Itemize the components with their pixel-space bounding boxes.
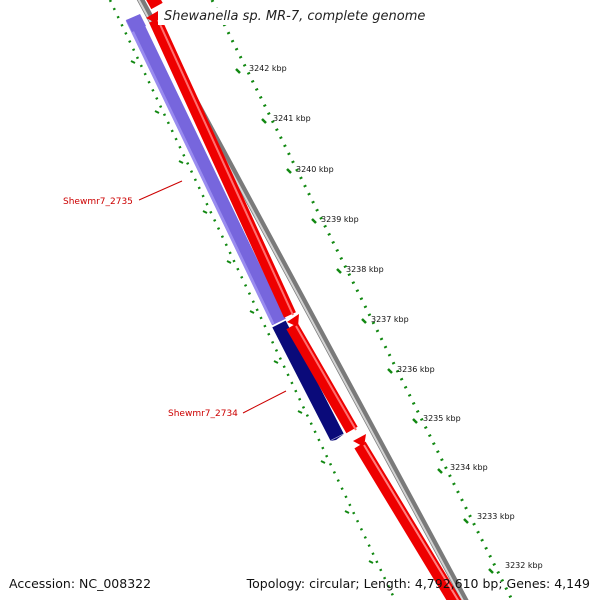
genome-summary-text: Topology: circular; Length: 4,792,610 bp… (246, 576, 590, 591)
accession-text: Accession: NC_008322 (9, 576, 152, 591)
gene-label-shewmr7-2734-group[interactable]: Shewmr7_2734 (168, 390, 287, 419)
gene-shewmr7-2735[interactable] (126, 14, 286, 326)
inner-ruler-dashes (130, 60, 374, 564)
outer-tick-ring (210, 0, 514, 600)
major-ticks (235, 68, 494, 574)
gene-label-shewmr7-2734: Shewmr7_2734 (168, 409, 238, 419)
tick-label-3232: 3232 kbp (505, 561, 543, 570)
forward-gene-top[interactable] (146, 0, 163, 10)
tick-label-3236: 3236 kbp (397, 365, 435, 374)
tick-label-3234: 3234 kbp (450, 463, 488, 472)
gene-label-shewmr7-2735: Shewmr7_2735 (63, 197, 133, 207)
forward-gene-middle[interactable] (286, 322, 358, 434)
tick-label-3240: 3240 kbp (296, 165, 334, 174)
map-title: Shewanella sp. MR-7, complete genome (158, 8, 432, 25)
gene-label-shewmr7-2735-group[interactable]: Shewmr7_2735 (63, 180, 183, 207)
tick-label-3237: 3237 kbp (371, 315, 409, 324)
gene-shewmr7-2734[interactable] (272, 320, 344, 441)
tick-label-3233: 3233 kbp (477, 512, 515, 521)
forward-gene-long[interactable] (149, 17, 296, 318)
tick-label-3239: 3239 kbp (321, 215, 359, 224)
inner-ruler-ring (108, 0, 397, 600)
tick-label-3238: 3238 kbp (346, 265, 384, 274)
tick-label-3242: 3242 kbp (249, 64, 287, 73)
forward-gene-bottom[interactable] (354, 441, 462, 600)
tick-label-3235: 3235 kbp (423, 414, 461, 423)
tick-labels: 3242 kbp 3241 kbp 3240 kbp 3239 kbp 3238… (249, 64, 543, 570)
tick-label-3241: 3241 kbp (273, 114, 311, 123)
